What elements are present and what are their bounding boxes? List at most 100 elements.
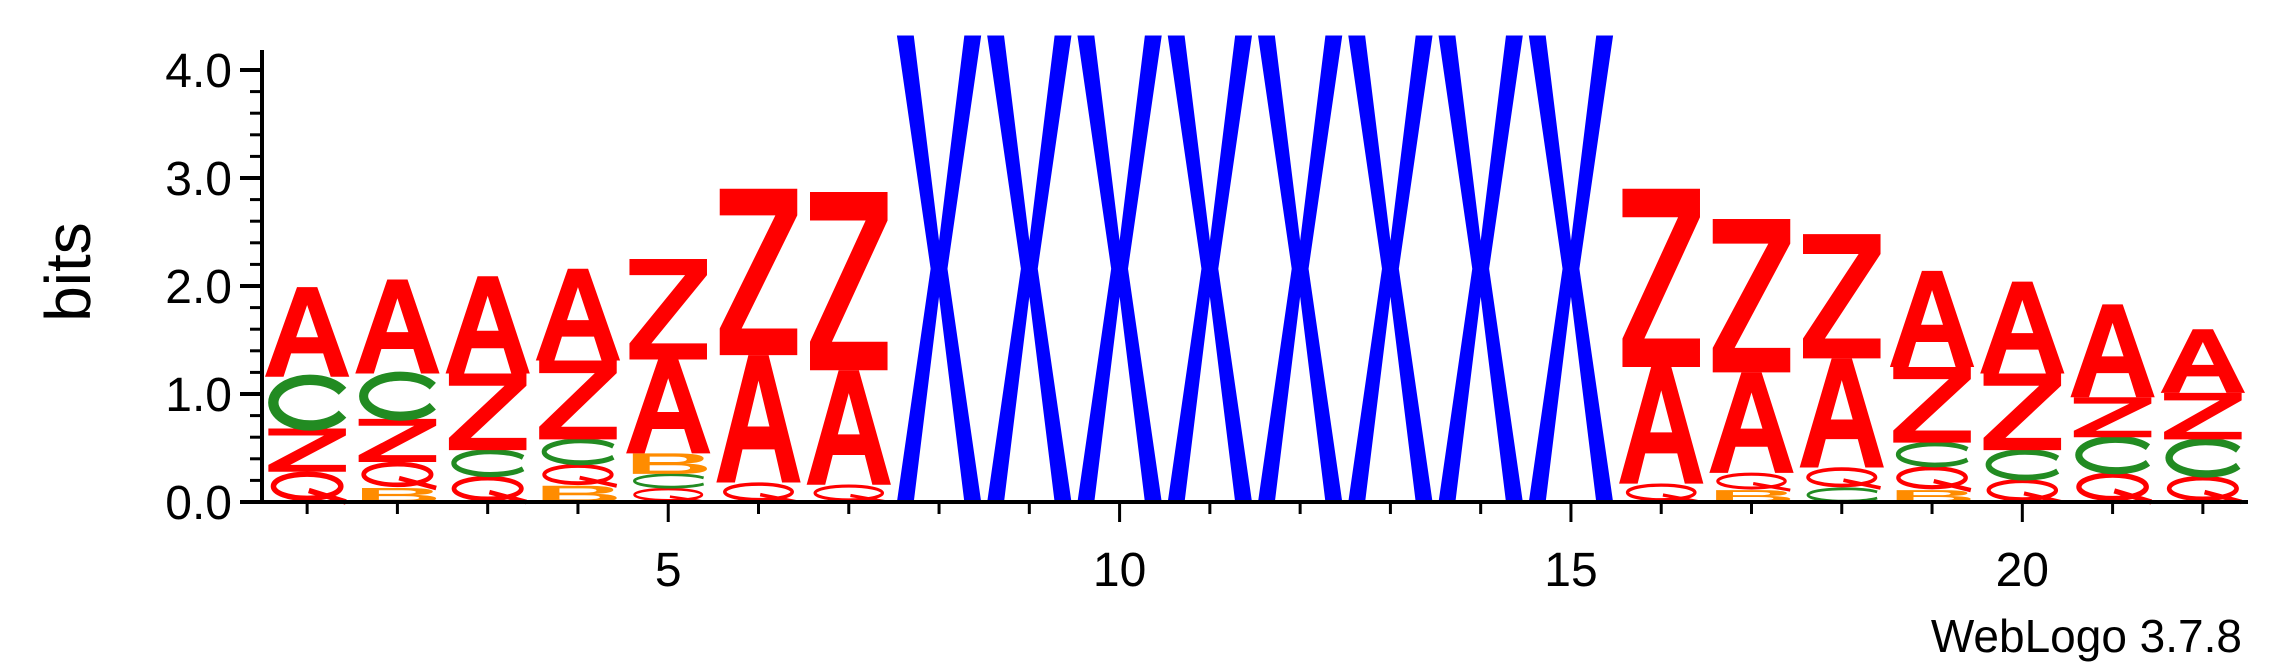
logo-letter-Q	[815, 486, 887, 502]
logo-letter-C	[454, 452, 523, 475]
logo-letter-C	[1898, 444, 1967, 465]
logo-letter-Z	[1803, 234, 1881, 359]
logo-column-6	[716, 188, 801, 502]
logo-letter-Z	[448, 373, 527, 451]
logo-letter-X	[1348, 35, 1433, 502]
logo-letter-Z	[1983, 373, 2062, 451]
logo-letter-Q	[273, 474, 345, 502]
logo-letter-A	[1980, 281, 2065, 374]
logo-letter-Q	[364, 464, 436, 488]
logo-letter-Z	[2073, 397, 2152, 438]
logo-letter-B	[362, 487, 437, 502]
logo-letter-Q	[1808, 469, 1880, 488]
logo-column-11	[1167, 35, 1252, 502]
logo-letter-Z	[1712, 219, 1791, 373]
logo-letter-X	[1438, 35, 1523, 502]
y-tick-label: 1.0	[165, 369, 232, 422]
logo-letter-Z	[268, 428, 346, 472]
logo-letter-C	[544, 441, 613, 463]
logo-column-19	[1889, 270, 1975, 502]
logo-column-18	[1799, 234, 1884, 501]
logo-column-4	[535, 268, 621, 502]
logo-letter-Z	[629, 259, 707, 360]
logo-letter-Q	[544, 466, 616, 486]
logo-letter-Q	[1718, 474, 1790, 490]
logo-letter-Q	[1628, 485, 1700, 502]
logo-column-7	[806, 192, 891, 502]
logo-letter-A	[445, 276, 530, 374]
logo-letter-C	[2079, 439, 2148, 470]
logo-letter-Z	[358, 418, 437, 463]
logo-letter-A	[626, 359, 711, 454]
logo-letter-A	[1799, 358, 1884, 468]
logo-letter-B	[542, 485, 617, 502]
logo-letter-X	[896, 35, 982, 502]
logo-letter-Q	[725, 484, 797, 502]
logo-column-17	[1709, 219, 1794, 502]
logo-column-14	[1438, 35, 1523, 502]
x-axis-ticks: 5 10 15 20	[305, 502, 2205, 597]
logo-letter-A	[1709, 372, 1794, 473]
logo-letter-B	[1716, 490, 1791, 502]
logo-letter-Z	[1622, 188, 1700, 367]
x-tick-label: 5	[655, 544, 682, 597]
y-tick-label: 0.0	[165, 477, 232, 530]
logo-letter-Z	[2164, 392, 2242, 440]
logo-letter-A	[1619, 367, 1704, 484]
logo-letter-B	[1896, 490, 1971, 502]
weblogo-version-footer: WebLogo 3.7.8	[1931, 610, 2242, 662]
x-tick-label: 15	[1544, 544, 1597, 597]
logo-letter-B	[632, 453, 707, 474]
logo-column-8	[896, 35, 982, 502]
logo-column-9	[987, 35, 1072, 502]
logo-letter-A	[806, 370, 891, 485]
logo-column-12	[1258, 35, 1343, 502]
logo-letter-A	[265, 287, 350, 377]
logo-column-2	[355, 279, 440, 502]
x-tick-label: 20	[1996, 544, 2049, 597]
x-tick-label: 10	[1093, 544, 1146, 597]
logo-column-22	[2160, 329, 2245, 502]
logo-letter-Q	[2169, 478, 2241, 502]
logo-letter-X	[1077, 35, 1162, 502]
logo-letter-Q	[2079, 475, 2151, 502]
y-tick-label: 4.0	[165, 45, 232, 98]
logo-letter-A	[355, 279, 440, 374]
logo-letter-A	[2160, 329, 2245, 393]
logo-letter-C	[634, 475, 703, 487]
logo-letter-Z	[1893, 367, 1971, 443]
logo-letter-X	[1167, 35, 1252, 502]
logo-letter-Q	[1898, 468, 1970, 490]
logo-letter-C	[2169, 442, 2238, 474]
logo-letter-C	[1808, 489, 1877, 501]
logo-column-3	[445, 276, 530, 502]
logo-column-15	[1528, 35, 1614, 502]
logo-letter-X	[1258, 35, 1343, 502]
logo-column-5	[626, 259, 711, 502]
logo-letter-C	[1989, 452, 2058, 478]
y-axis-label: bits	[32, 222, 104, 322]
logo-letter-X	[987, 35, 1072, 502]
logo-letter-X	[1528, 35, 1614, 502]
logo-column-21	[2070, 304, 2155, 502]
logo-letter-A	[535, 268, 621, 361]
logo-letter-Z	[539, 360, 617, 440]
logo-axes: 0.0 1.0 2.0 3.0 4.0 5 10 15 20	[165, 45, 2248, 597]
logo-glyph-layer	[265, 35, 2245, 502]
logo-column-16	[1619, 188, 1704, 502]
logo-column-13	[1348, 35, 1433, 502]
y-axis-ticks: 0.0 1.0 2.0 3.0 4.0	[165, 45, 262, 530]
logo-letter-Z	[810, 192, 888, 371]
logo-letter-A	[716, 355, 801, 483]
logo-letter-C	[364, 376, 433, 416]
y-tick-label: 3.0	[165, 153, 232, 206]
logo-letter-A	[1889, 270, 1975, 367]
logo-letter-Q	[1989, 481, 2061, 502]
logo-column-1	[265, 287, 350, 502]
logo-column-20	[1980, 281, 2065, 502]
y-tick-label: 2.0	[165, 261, 232, 314]
logo-letter-A	[2070, 304, 2155, 398]
logo-letter-C	[273, 380, 342, 426]
logo-column-10	[1077, 35, 1162, 502]
